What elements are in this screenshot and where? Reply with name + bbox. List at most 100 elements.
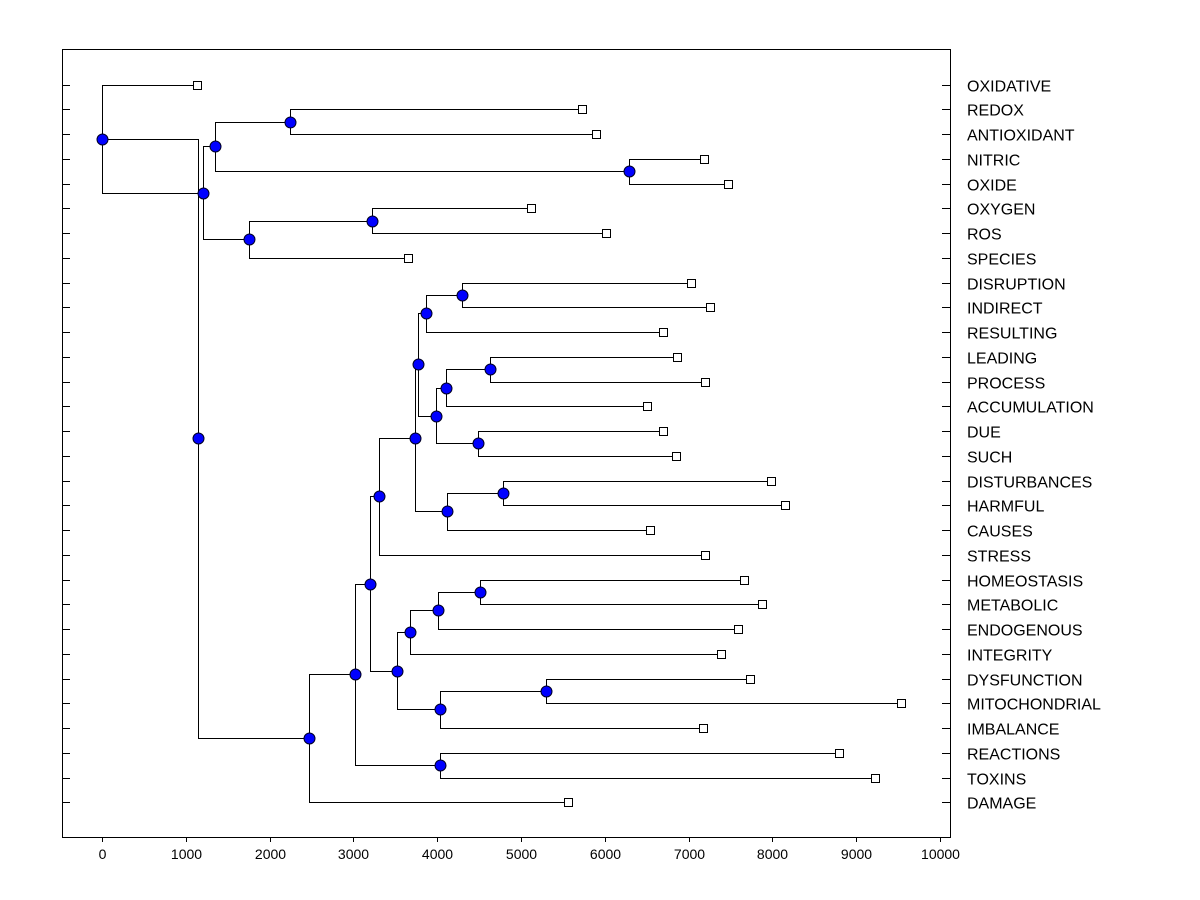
leaf-label: OXIDE	[967, 178, 1017, 195]
leaf-label: TOXINS	[967, 772, 1026, 789]
merge-node	[364, 578, 377, 591]
leaf-label: NITRIC	[967, 153, 1020, 170]
x-tick-label: 1000	[171, 846, 202, 862]
dendrogram-links	[102, 85, 901, 803]
leaf-label: CAUSES	[967, 524, 1033, 541]
leaf-label: RESULTING	[967, 326, 1057, 343]
leaf-marker	[646, 526, 655, 535]
merge-node	[432, 604, 445, 617]
leaf-label: DUE	[967, 425, 1001, 442]
leaf-label: DISRUPTION	[967, 277, 1066, 294]
merge-node	[497, 487, 510, 500]
leaf-label: ROS	[967, 227, 1002, 244]
merge-node	[209, 140, 222, 153]
dendrogram-link	[290, 109, 597, 135]
leaf-marker	[706, 303, 715, 312]
leaf-marker	[781, 501, 790, 510]
left-axis-ticks	[62, 85, 70, 803]
merge-node	[412, 358, 425, 371]
merge-node	[349, 668, 362, 681]
leaf-label: HARMFUL	[967, 499, 1044, 516]
leaf-marker	[871, 774, 880, 783]
dendrogram-link	[480, 580, 763, 605]
merge-node	[472, 437, 485, 450]
leaf-marker	[193, 81, 202, 90]
dendrogram-merge-nodes	[96, 116, 636, 772]
leaf-label: SPECIES	[967, 252, 1036, 269]
x-axis: 0 1000 2000 3000 4000 5000 6000 7000 8000 9000 100…	[99, 837, 960, 862]
leaf-label: HOMEOSTASIS	[967, 574, 1083, 591]
leaf-marker	[734, 625, 743, 634]
leaf-marker	[659, 328, 668, 337]
dendrogram-link	[410, 610, 722, 655]
leaf-label: SUCH	[967, 450, 1012, 467]
dendrogram-link	[372, 208, 607, 234]
x-tick-label: 9000	[841, 846, 872, 862]
leaf-label: OXYGEN	[967, 202, 1035, 219]
merge-node	[540, 685, 553, 698]
leaf-label: REDOX	[967, 103, 1024, 120]
plot-frame	[62, 49, 951, 838]
dendrogram-link	[215, 122, 630, 172]
dendrogram-link	[440, 753, 875, 779]
x-tick-label: 0	[99, 846, 107, 862]
leaf-marker	[643, 402, 652, 411]
leaf-marker	[767, 477, 776, 486]
leaf-label: ENDOGENOUS	[967, 623, 1083, 640]
leaf-marker	[701, 378, 710, 387]
leaf-marker	[404, 254, 413, 263]
leaf-marker	[746, 675, 755, 684]
x-tick-label: 7000	[674, 846, 705, 862]
merge-node	[474, 586, 487, 599]
leaf-marker	[659, 427, 668, 436]
merge-node	[391, 665, 404, 678]
merge-node	[409, 432, 422, 445]
dendrogram-link	[203, 146, 249, 240]
leaf-label: STRESS	[967, 549, 1031, 566]
merge-node	[456, 289, 469, 302]
dendrogram-link	[446, 369, 647, 407]
merge-node	[373, 490, 386, 503]
leaf-marker	[700, 155, 709, 164]
leaf-label: INDIRECT	[967, 301, 1043, 318]
x-tick-label: 10000	[921, 846, 960, 862]
dendrogram-link	[438, 592, 739, 630]
leaf-marker	[602, 229, 611, 238]
leaf-labels: OXIDATIVE REDOX ANTIOXIDANT NITRIC OXIDE OXYG…	[967, 79, 1101, 813]
leaf-marker	[673, 353, 682, 362]
dendrogram-link	[629, 159, 728, 185]
dendrogram-link	[462, 283, 710, 308]
leaf-marker	[527, 204, 536, 213]
leaf-marker	[724, 180, 733, 189]
dendrogram-link	[397, 632, 440, 710]
x-tick-label: 4000	[422, 846, 453, 862]
merge-node	[404, 626, 417, 639]
leaf-label: DISTURBANCES	[967, 475, 1092, 492]
leaf-marker	[740, 576, 749, 585]
x-tick-label: 3000	[338, 846, 369, 862]
dendrogram-link	[447, 493, 651, 531]
dendrogram-link	[102, 139, 309, 739]
leaf-marker	[717, 650, 726, 659]
leaf-marker	[564, 798, 573, 807]
merge-node	[440, 382, 453, 395]
dendrogram-link	[249, 221, 408, 259]
leaf-label: PROCESS	[967, 376, 1045, 393]
leaf-marker	[672, 452, 681, 461]
merge-node	[96, 133, 109, 146]
leaf-label: METABOLIC	[967, 598, 1058, 615]
dendrogram-link	[546, 679, 901, 704]
leaf-label: ACCUMULATION	[967, 400, 1094, 417]
leaf-label: OXIDATIVE	[967, 79, 1051, 96]
leaf-label: REACTIONS	[967, 747, 1060, 764]
x-tick-label: 8000	[757, 846, 788, 862]
x-tick-label: 5000	[506, 846, 537, 862]
dendrogram-link	[309, 674, 568, 803]
x-tick-label: 6000	[590, 846, 621, 862]
leaf-marker	[758, 600, 767, 609]
dendrogram-link	[436, 388, 479, 444]
leaf-label: DAMAGE	[967, 796, 1036, 813]
leaf-marker	[897, 699, 906, 708]
merge-node	[430, 410, 443, 423]
